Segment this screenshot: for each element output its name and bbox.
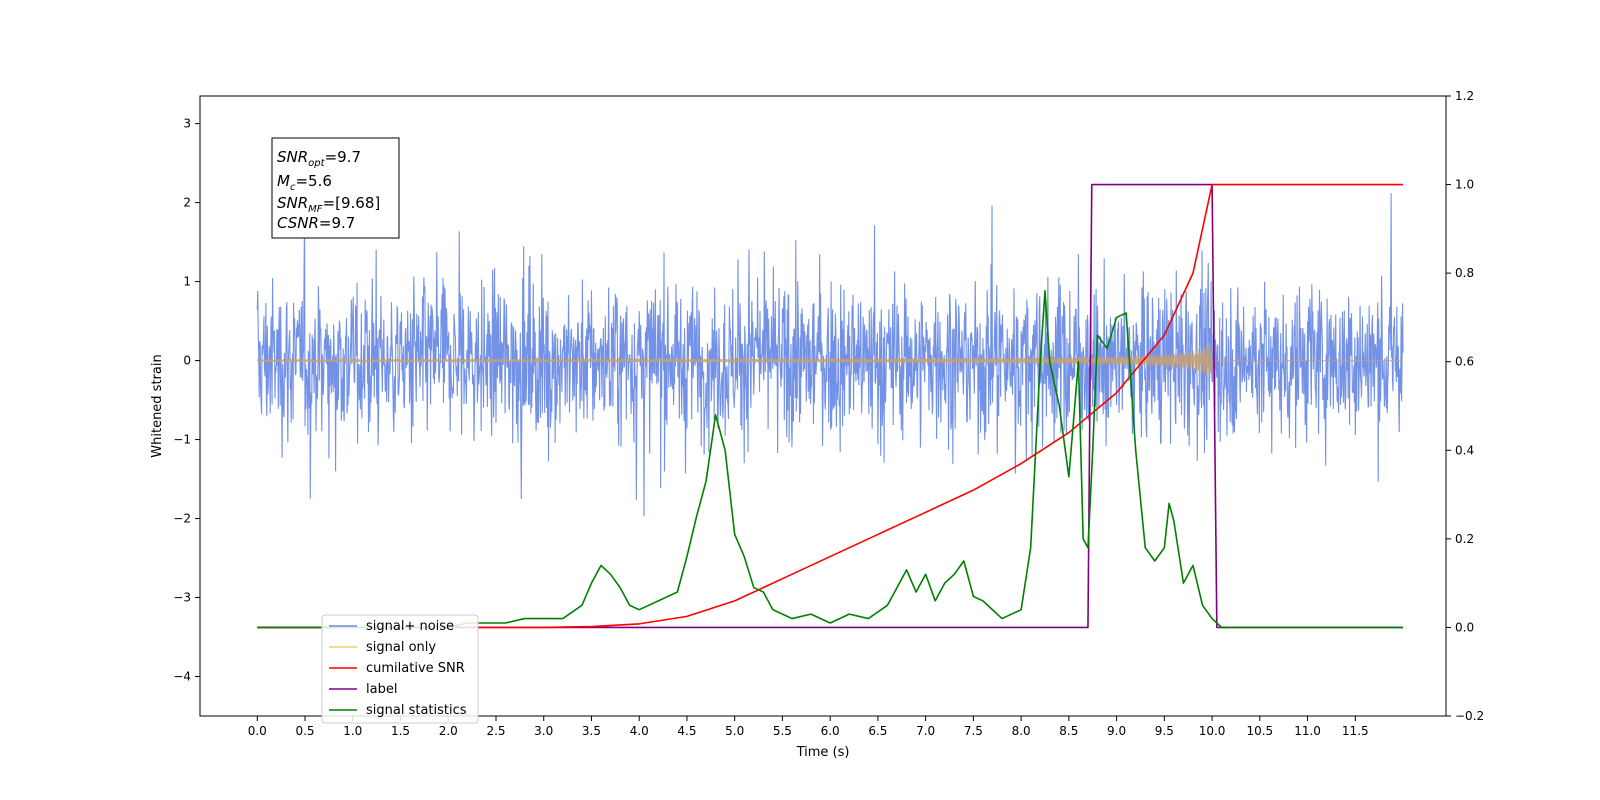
annotation-mc: Mc=5.6	[277, 172, 332, 193]
x-tick-label: 6.0	[821, 724, 840, 738]
y-left-tick-label: 3	[183, 117, 191, 131]
plot-area	[256, 183, 1404, 629]
x-axis-label: Time (s)	[796, 745, 850, 760]
legend-entry-signal-noise: signal+ noise	[329, 619, 454, 634]
x-tick-label: 5.5	[773, 724, 792, 738]
y-left-tick-label: −2	[173, 512, 191, 526]
x-tick-label: 4.0	[630, 724, 649, 738]
legend-entry-signal-only: signal only	[329, 640, 436, 655]
series-signal-statistics-line	[257, 290, 1404, 629]
legend-label: label	[366, 682, 397, 697]
series-signal-noise-line	[256, 193, 1404, 517]
y-left-tick-label: −1	[173, 433, 191, 447]
x-tick-label: 5.0	[725, 724, 744, 738]
annotation-box	[271, 137, 400, 239]
y-left-tick-label: −4	[173, 670, 191, 684]
x-tick-label: 11.0	[1294, 724, 1321, 738]
x-tick-label: 3.5	[582, 724, 601, 738]
y-axis-right-ticks: 1.2 1.0 0.8 0.6 0.4 0.2 0.0 −0.2	[1446, 89, 1484, 723]
stats-annotation: SNRopt=9.7 Mc=5.6 SNRMF=[9.68] CSNR=9.7	[271, 137, 400, 239]
y-left-tick-label: −3	[173, 591, 191, 605]
annotation-snr-opt: SNRopt=9.7	[277, 148, 361, 169]
annotation-csnr: CSNR=9.7	[277, 214, 355, 232]
legend: signal+ noise signal only cumilative SNR…	[321, 614, 479, 724]
x-tick-label: 7.0	[916, 724, 935, 738]
legend-label: signal statistics	[366, 703, 467, 718]
y-right-tick-label: 0.6	[1455, 355, 1474, 369]
y-left-tick-label: 0	[183, 354, 191, 368]
legend-label: signal only	[366, 640, 436, 655]
y-right-tick-label: 1.0	[1455, 178, 1474, 192]
x-tick-label: 9.5	[1155, 724, 1174, 738]
legend-label: signal+ noise	[366, 619, 454, 634]
legend-label: cumilative SNR	[366, 661, 465, 676]
y-left-tick-label: 2	[183, 196, 191, 210]
x-tick-label: 4.5	[677, 724, 696, 738]
y-axis-left-ticks: 3 2 1 0 −1 −2 −3 −4	[173, 117, 200, 684]
x-tick-label: 1.5	[391, 724, 410, 738]
legend-entry-cumulative-snr: cumilative SNR	[329, 661, 465, 676]
x-axis-ticks: 0.0 0.5 1.0 1.5 2.0 2.5 3.0 3.5 4.0 4.5 5.0 5.5 6.0 6…	[248, 716, 1369, 738]
x-tick-label: 0.0	[248, 724, 267, 738]
y-right-tick-label: 0.4	[1455, 443, 1474, 457]
legend-entry-label: label	[329, 682, 397, 697]
y-right-tick-label: −0.2	[1455, 709, 1484, 723]
y-axis-label: Whitened strain	[150, 354, 165, 457]
y-right-tick-label: 0.2	[1455, 532, 1474, 546]
x-tick-label: 8.5	[1059, 724, 1078, 738]
annotation-snr-mf: SNRMF=[9.68]	[277, 194, 380, 215]
series-signal-only-line	[256, 342, 1404, 380]
x-tick-label: 3.0	[534, 724, 553, 738]
y-left-tick-label: 1	[183, 275, 191, 289]
axes-frame	[199, 95, 1447, 717]
y-right-tick-label: 0.8	[1455, 266, 1474, 280]
x-tick-label: 7.5	[964, 724, 983, 738]
x-tick-label: 6.5	[868, 724, 887, 738]
legend-entry-signal-statistics: signal statistics	[329, 703, 467, 718]
x-tick-label: 0.5	[295, 724, 314, 738]
y-right-tick-label: 0.0	[1455, 620, 1474, 634]
series-cumulative-snr-line	[257, 183, 1404, 629]
x-tick-label: 10.0	[1199, 724, 1226, 738]
x-tick-label: 11.5	[1342, 724, 1369, 738]
x-tick-label: 1.0	[343, 724, 362, 738]
y-right-tick-label: 1.2	[1455, 89, 1474, 103]
x-tick-label: 2.5	[486, 724, 505, 738]
x-tick-label: 9.0	[1107, 724, 1126, 738]
legend-frame	[321, 614, 479, 724]
x-tick-label: 2.0	[439, 724, 458, 738]
x-tick-label: 8.0	[1012, 724, 1031, 738]
x-tick-label: 10.5	[1246, 724, 1273, 738]
